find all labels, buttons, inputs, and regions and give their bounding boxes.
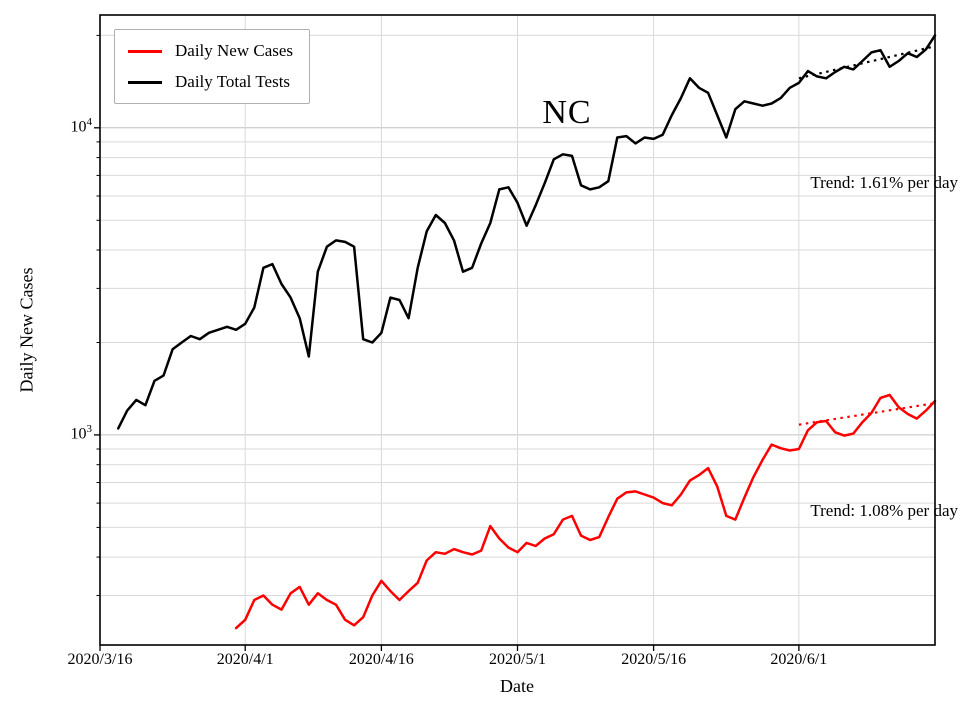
series-line xyxy=(234,393,937,630)
x-tick-label: 2020/5/1 xyxy=(489,651,546,668)
legend-line-sample-black xyxy=(128,80,162,84)
y-tick-label: 103 xyxy=(70,422,93,443)
x-tick-label: 2020/4/16 xyxy=(348,651,414,668)
trend-line xyxy=(798,402,936,426)
y-tick-label: 104 xyxy=(70,115,93,136)
legend-label-daily-total-tests: Daily Total Tests xyxy=(175,72,291,91)
trend-annotation-new-cases: Trend: 1.08% per day xyxy=(810,501,958,520)
chart-title: NC xyxy=(542,94,592,131)
legend-item-daily-total-tests: Daily Total Tests xyxy=(128,72,293,92)
x-tick-label: 2020/4/1 xyxy=(216,651,274,668)
series-line xyxy=(116,34,937,430)
x-tick-label: 2020/5/16 xyxy=(621,651,687,668)
legend: Daily New Cases Daily Total Tests xyxy=(114,29,311,104)
trend-line xyxy=(798,45,936,80)
x-axis-label: Date xyxy=(500,676,534,696)
legend-label-daily-new-cases: Daily New Cases xyxy=(175,41,294,60)
x-tick-label: 2020/6/1 xyxy=(770,651,828,668)
x-tick-label: 2020/3/16 xyxy=(67,651,133,668)
legend-line-sample-red xyxy=(128,49,162,53)
legend-item-daily-new-cases: Daily New Cases xyxy=(128,41,293,61)
y-axis-label: Daily New Cases xyxy=(16,267,37,393)
trend-annotation-total-tests: Trend: 1.61% per day xyxy=(810,173,958,192)
